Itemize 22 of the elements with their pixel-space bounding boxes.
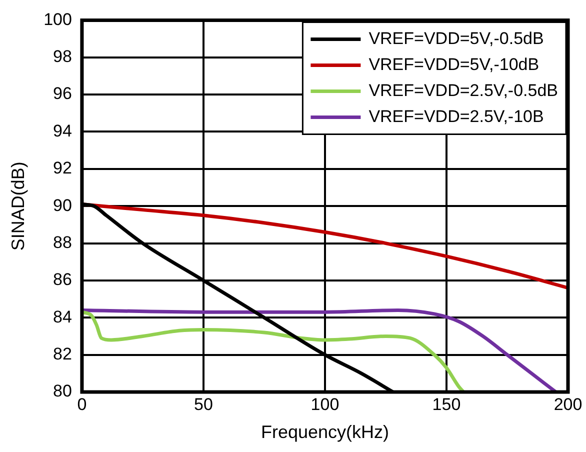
x-tick-label: 100	[310, 394, 340, 414]
legend-label: VREF=VDD=5V,-0.5dB	[368, 28, 544, 48]
y-axis-title: SINAD(dB)	[8, 162, 28, 251]
y-tick-label: 84	[53, 307, 72, 326]
y-tick-label: 92	[53, 158, 72, 178]
x-axis-title: Frequency(kHz)	[260, 422, 389, 442]
x-tick-label: 50	[194, 394, 213, 414]
y-tick-label: 86	[53, 270, 72, 290]
legend-label: VREF=VDD=5V,-10dB	[368, 54, 540, 74]
y-tick-label: 96	[53, 84, 72, 104]
y-tick-label: 98	[53, 47, 72, 66]
x-tick-label: 150	[432, 394, 461, 414]
y-tick-label: 90	[53, 196, 72, 215]
y-tick-label: 100	[44, 10, 72, 29]
y-tick-label: 82	[53, 344, 72, 364]
x-tick-label: 0	[77, 394, 87, 414]
y-tick-label: 94	[53, 121, 72, 140]
legend-label: VREF=VDD=2.5V,-10B	[368, 106, 544, 126]
legend-label: VREF=VDD=2.5V,-0.5dB	[368, 80, 558, 100]
y-tick-label: 88	[53, 232, 72, 252]
x-tick-label: 200	[554, 394, 582, 414]
y-tick-label: 80	[53, 382, 72, 401]
